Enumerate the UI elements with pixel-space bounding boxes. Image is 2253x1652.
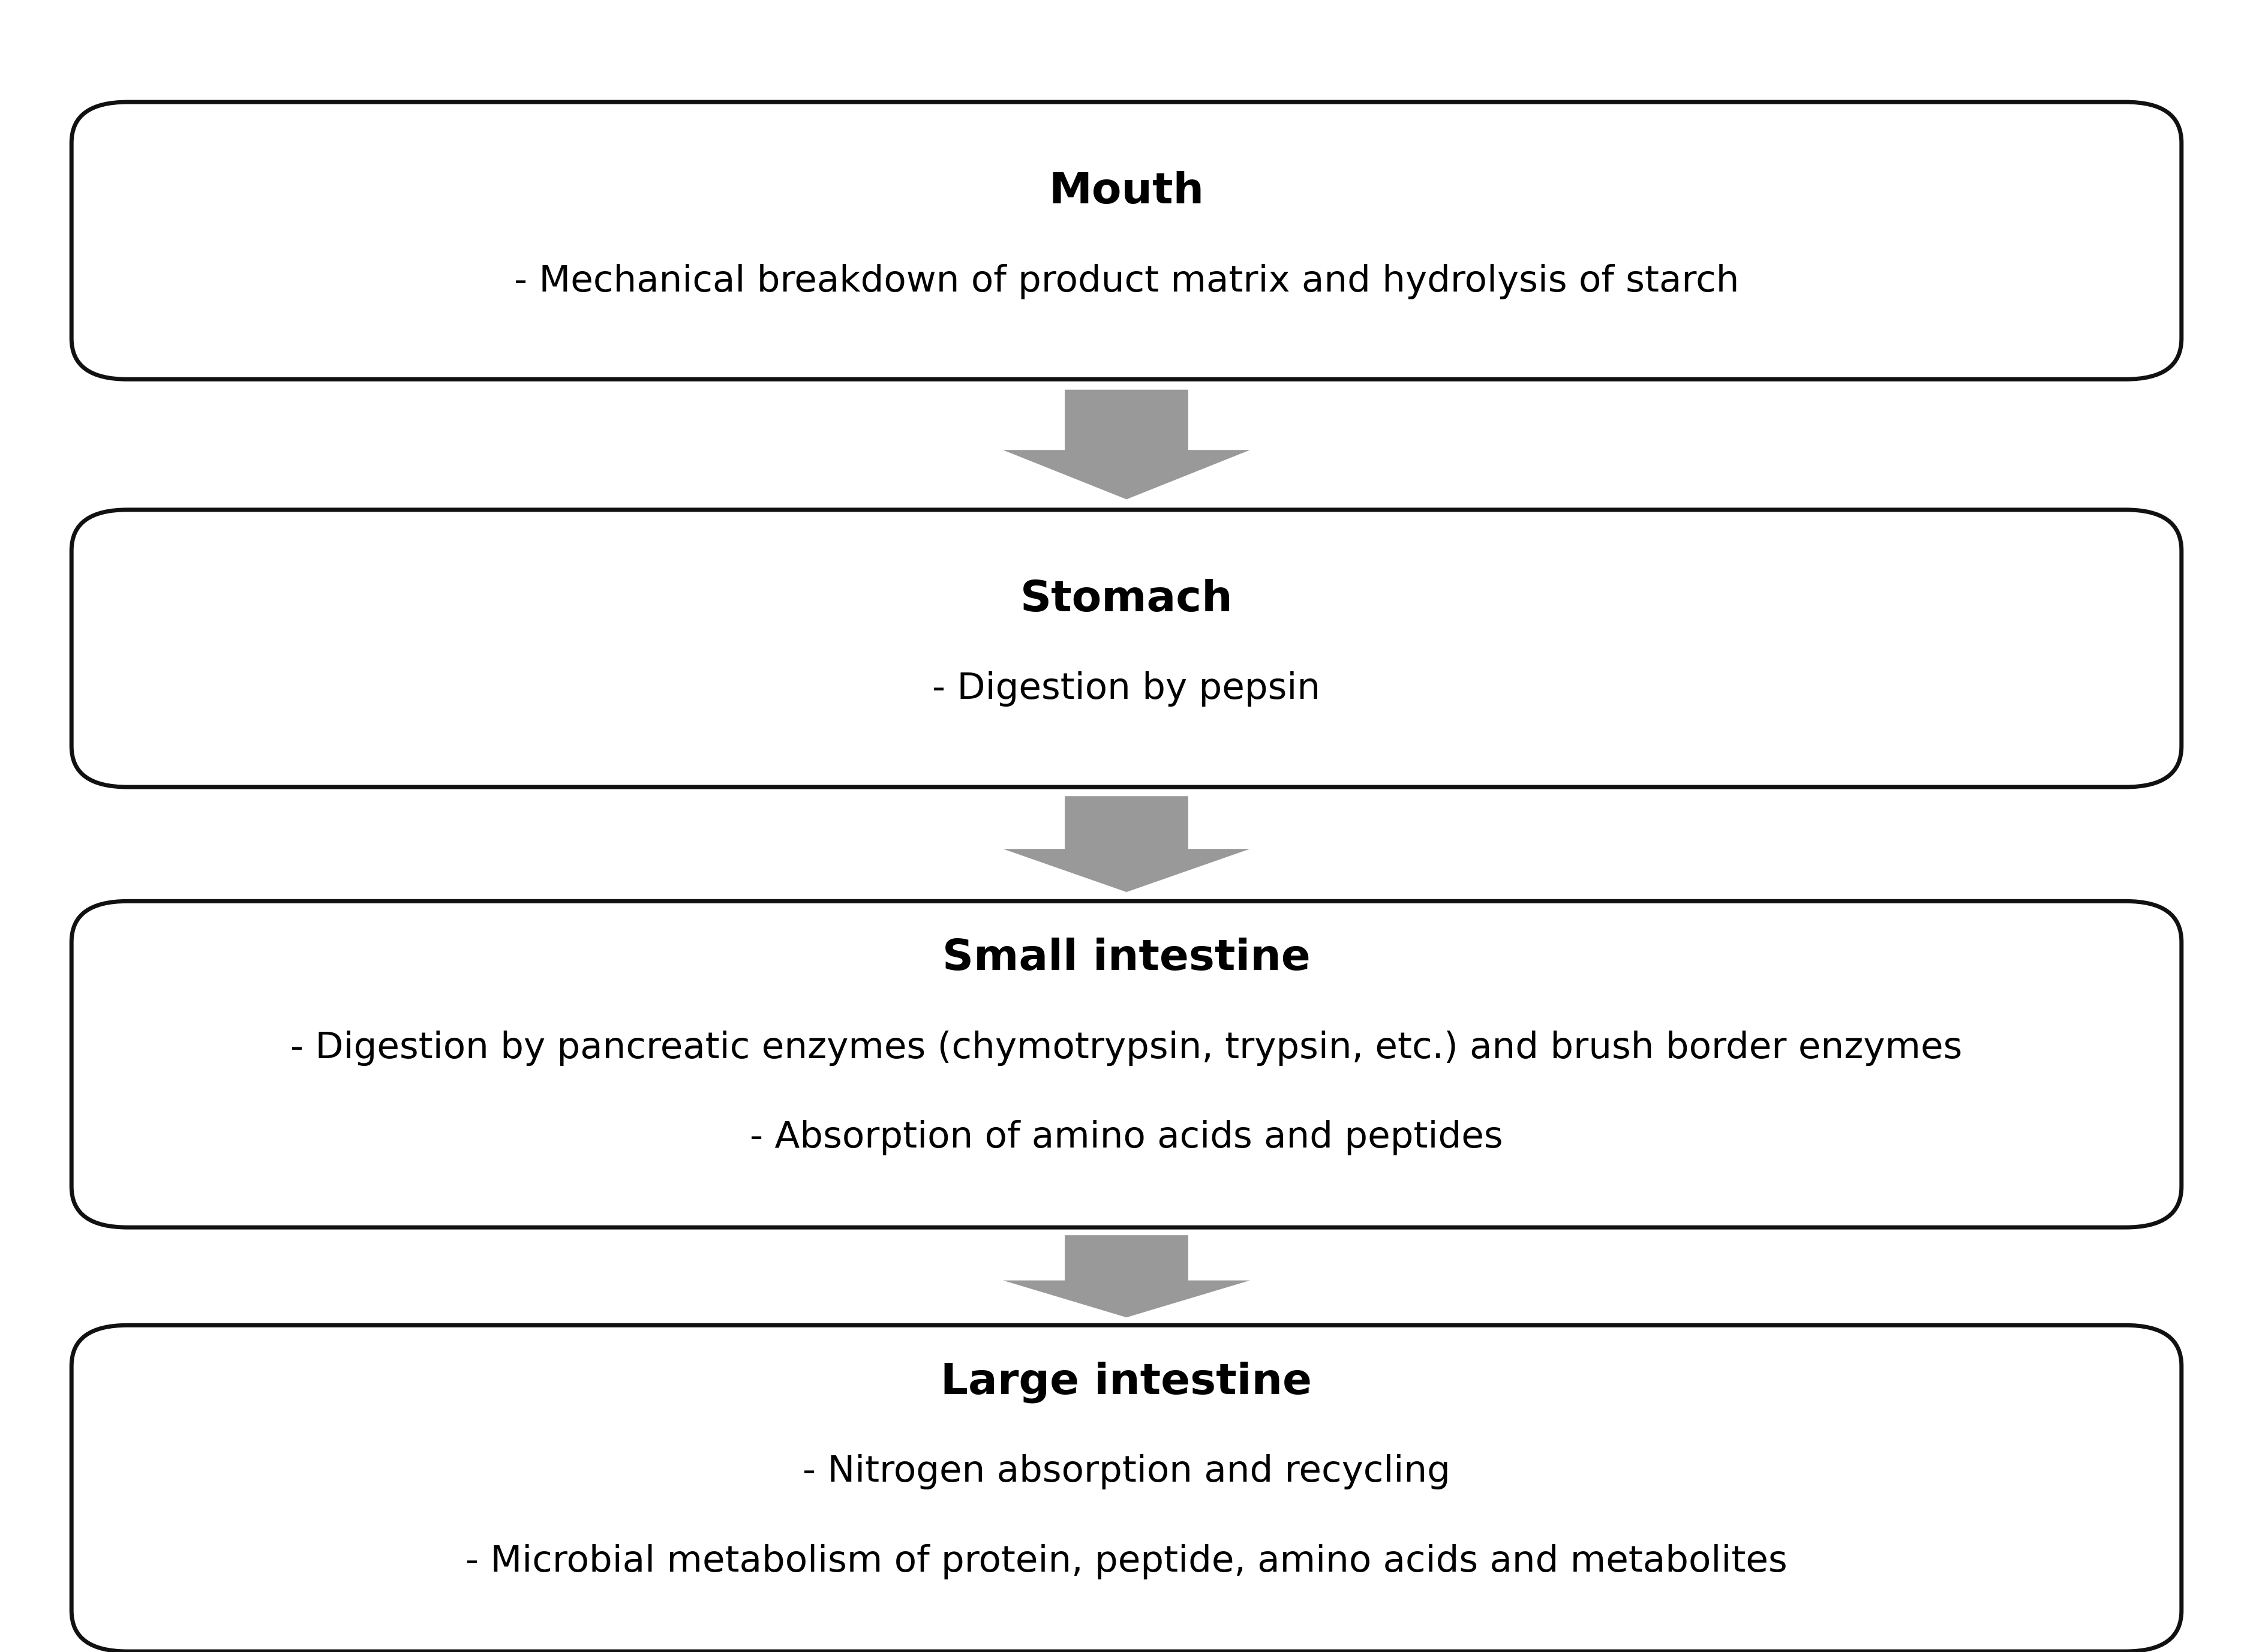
Text: - Digestion by pepsin: - Digestion by pepsin bbox=[933, 671, 1320, 707]
Text: Stomach: Stomach bbox=[1021, 578, 1232, 620]
Text: Large intestine: Large intestine bbox=[942, 1361, 1311, 1403]
Polygon shape bbox=[1003, 796, 1250, 892]
FancyBboxPatch shape bbox=[72, 902, 2181, 1227]
Text: - Digestion by pancreatic enzymes (chymotrypsin, trypsin, etc.) and brush border: - Digestion by pancreatic enzymes (chymo… bbox=[291, 1031, 1962, 1066]
Polygon shape bbox=[1003, 1236, 1250, 1317]
Text: - Mechanical breakdown of product matrix and hydrolysis of starch: - Mechanical breakdown of product matrix… bbox=[514, 264, 1739, 299]
Text: - Absorption of amino acids and peptides: - Absorption of amino acids and peptides bbox=[750, 1120, 1503, 1155]
FancyBboxPatch shape bbox=[72, 102, 2181, 380]
Text: - Nitrogen absorption and recycling: - Nitrogen absorption and recycling bbox=[802, 1454, 1451, 1490]
Text: - Microbial metabolism of protein, peptide, amino acids and metabolites: - Microbial metabolism of protein, pepti… bbox=[466, 1545, 1787, 1579]
Polygon shape bbox=[1003, 390, 1250, 499]
Text: Mouth: Mouth bbox=[1050, 172, 1203, 213]
FancyBboxPatch shape bbox=[72, 510, 2181, 786]
Text: Small intestine: Small intestine bbox=[942, 938, 1311, 980]
FancyBboxPatch shape bbox=[72, 1325, 2181, 1652]
